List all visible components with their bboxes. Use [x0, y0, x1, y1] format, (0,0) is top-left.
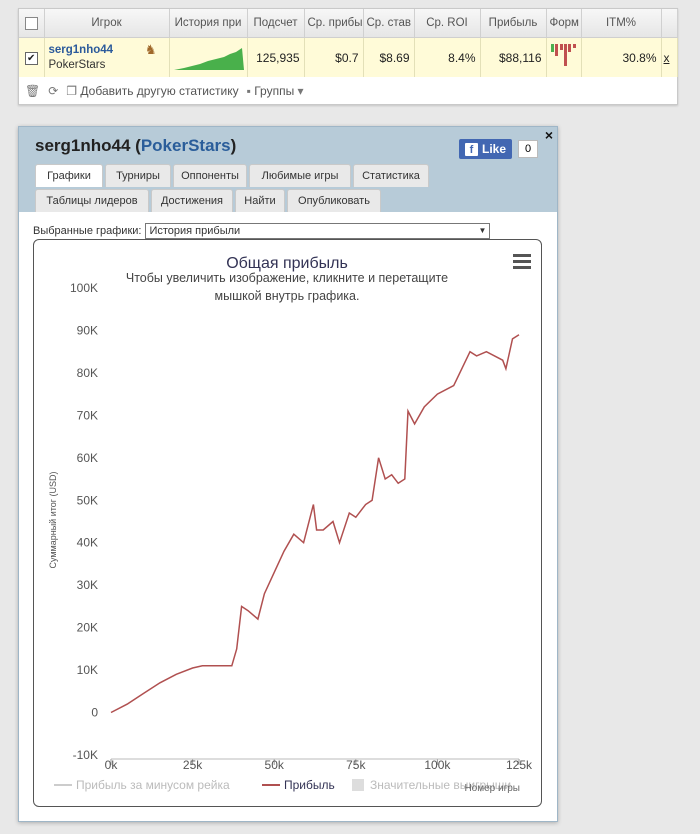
save-icon: ▪: [246, 84, 251, 98]
x-axis-label: Номер игры: [464, 783, 520, 794]
remove-link[interactable]: x: [661, 37, 678, 77]
y-tick-label: -10K: [73, 748, 98, 762]
panel-network-link[interactable]: PokerStars: [140, 136, 231, 155]
chart-selector[interactable]: История прибыли ▼: [145, 223, 491, 239]
y-tick-label: 100K: [70, 281, 98, 295]
like-count: 0: [518, 140, 539, 158]
tab-find[interactable]: Найти: [235, 189, 285, 212]
history-sparkline: [169, 37, 248, 77]
y-tick-label: 30K: [77, 578, 98, 592]
y-tick-label: 70K: [77, 408, 98, 422]
tab-tournaments[interactable]: Турниры: [105, 164, 171, 187]
tab-achievements[interactable]: Достижения: [151, 189, 233, 212]
select-all-checkbox[interactable]: [19, 9, 45, 38]
y-tick-label: 60K: [77, 451, 98, 465]
tab-statistics[interactable]: Статистика: [353, 164, 429, 187]
like-label: Like: [482, 142, 507, 156]
avg-profit-value: $0.7: [304, 37, 364, 77]
chart-selector-value: История прибыли: [149, 225, 241, 237]
col-avg-roi[interactable]: Ср. ROI: [414, 9, 481, 38]
count-value: 125,935: [247, 37, 305, 77]
player-panel: serg1nho44 (PokerStars) × f Like 0 График…: [18, 126, 558, 822]
col-itm[interactable]: ITM%: [581, 9, 662, 38]
like-button[interactable]: f Like: [459, 139, 513, 159]
add-stat-label: Добавить другую статистику: [80, 84, 239, 98]
itm-value: 30.8%: [581, 37, 662, 77]
chart-menu-icon[interactable]: [513, 254, 531, 269]
table-header-row: Игрок История при Подсчет Ср. прибы Ср. …: [19, 9, 678, 38]
tab-favorite-games[interactable]: Любимые игры: [249, 164, 351, 187]
player-name-link[interactable]: serg1nho44: [48, 44, 114, 56]
series-line-profit: [110, 334, 520, 714]
dropdown-arrow-icon: ▼: [478, 226, 487, 235]
y-tick-label: 0: [91, 706, 98, 720]
tab-charts[interactable]: Графики: [35, 164, 103, 187]
y-tick-label: 10K: [77, 663, 98, 677]
y-tick-label: 80K: [77, 366, 98, 380]
x-tick-label: 75k: [346, 758, 366, 772]
row-checkbox[interactable]: ✔: [19, 37, 45, 77]
col-avg-profit[interactable]: Ср. прибы: [304, 9, 364, 38]
caret-down-icon: ▾: [297, 84, 304, 98]
legend-item-net-rake: Прибыль за минусом рейка: [76, 778, 230, 792]
chart-subtitle-line1: Чтобы увеличить изображение, кликните и …: [126, 271, 448, 285]
chart-title: Общая прибыль: [226, 255, 348, 272]
x-tick-label: 50k: [265, 758, 285, 772]
chart-selector-row: Выбранные графики: История прибыли ▼: [33, 223, 491, 239]
col-history[interactable]: История при: [169, 9, 248, 38]
avg-stake-value: $8.69: [363, 37, 415, 77]
x-tick-label: 25k: [183, 758, 203, 772]
y-tick-label: 50K: [77, 493, 98, 507]
form-bars: [546, 37, 582, 77]
groups-label: Группы: [254, 84, 295, 98]
groups-button[interactable]: ▪ Группы ▾: [247, 84, 304, 98]
stats-table-box: Игрок История при Подсчет Ср. прибы Ср. …: [18, 8, 678, 105]
col-profit[interactable]: Прибыль: [480, 9, 547, 38]
tab-opponents[interactable]: Оппоненты: [173, 164, 247, 187]
legend-symbol-big-wins: [352, 779, 364, 791]
stats-table: Игрок История при Подсчет Ср. прибы Ср. …: [19, 9, 678, 77]
col-count[interactable]: Подсчет: [247, 9, 305, 38]
avg-roi-value: 8.4%: [414, 37, 481, 77]
tab-publish[interactable]: Опубликовать: [287, 189, 381, 212]
panel-header: serg1nho44 (PokerStars) × f Like 0 График…: [19, 127, 557, 212]
profit-value: $88,116: [480, 37, 547, 77]
facebook-like[interactable]: f Like 0: [459, 139, 539, 159]
legend-item-big-wins: Значительные выигрыши: [370, 778, 511, 792]
player-avatar-icon: ♞: [144, 42, 157, 57]
y-axis-label: Суммарный итог (USD): [48, 471, 58, 568]
panel-title: serg1nho44 (PokerStars): [35, 136, 237, 155]
table-row[interactable]: ✔ serg1nho44 PokerStars ♞ 125,935 $0.7 $…: [19, 37, 678, 77]
add-stat-button[interactable]: ❐ Добавить другую статистику: [66, 84, 238, 98]
col-form[interactable]: Форм: [546, 9, 582, 38]
tab-leaderboards[interactable]: Таблицы лидеров: [35, 189, 149, 212]
y-tick-label: 20K: [77, 621, 98, 635]
copy-icon: ❐: [66, 84, 78, 98]
col-extra: [661, 9, 678, 38]
legend-item-profit: Прибыль: [284, 778, 335, 792]
chart-subtitle-line2: мышкой внутрь графика.: [215, 289, 360, 303]
player-cell[interactable]: serg1nho44 PokerStars ♞: [44, 37, 170, 77]
panel-player-name: serg1nho44: [35, 136, 131, 155]
trash-icon[interactable]: 🗑: [25, 84, 41, 98]
table-toolbar: 🗑 ⟳ ❐ Добавить другую статистику ▪ Групп…: [19, 77, 677, 105]
col-avg-stake[interactable]: Ср. став: [363, 9, 415, 38]
col-player[interactable]: Игрок: [44, 9, 170, 38]
y-tick-label: 90K: [77, 323, 98, 337]
y-tick-label: 40K: [77, 536, 98, 550]
x-tick-label: 125k: [506, 758, 533, 772]
refresh-icon[interactable]: ⟳: [48, 84, 59, 98]
player-network: PokerStars: [48, 59, 106, 71]
x-tick-label: 0k: [105, 758, 119, 772]
close-icon[interactable]: ×: [544, 127, 553, 143]
x-tick-label: 100k: [424, 758, 451, 772]
facebook-icon: f: [465, 142, 478, 156]
chart-selector-label: Выбранные графики:: [33, 225, 142, 237]
chart-container[interactable]: Общая прибыль Чтобы увеличить изображение…: [33, 239, 542, 807]
